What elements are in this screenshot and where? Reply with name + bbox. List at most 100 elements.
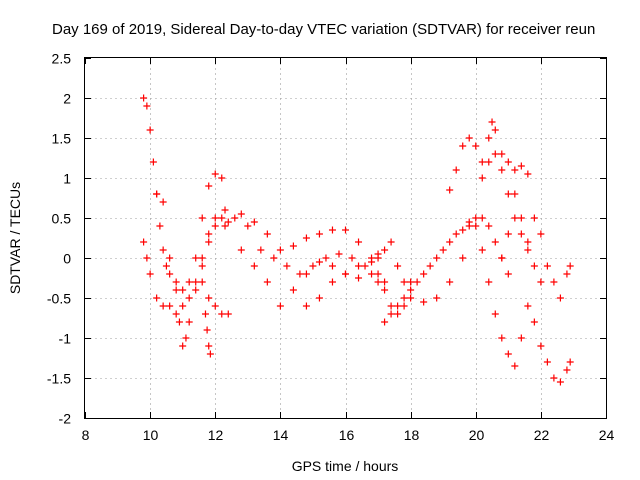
data-point (328, 262, 336, 270)
data-point (198, 214, 206, 222)
data-point (485, 222, 493, 230)
data-point (156, 222, 164, 230)
data-point (556, 378, 564, 386)
data-point (530, 262, 538, 270)
y-tick-label: -1.5 (47, 371, 71, 387)
data-point (446, 278, 454, 286)
data-point (387, 238, 395, 246)
data-point (472, 214, 480, 222)
data-point (472, 142, 480, 150)
data-point (270, 254, 278, 262)
data-point (381, 318, 389, 326)
data-point (387, 310, 395, 318)
data-point (407, 278, 415, 286)
series-track-k (381, 214, 480, 326)
data-point (172, 310, 180, 318)
data-point (530, 214, 538, 222)
x-tick-label: 10 (143, 427, 159, 443)
data-point (517, 230, 525, 238)
data-point (224, 310, 232, 318)
data-point (179, 302, 187, 310)
x-tick-label: 20 (469, 427, 485, 443)
data-point (322, 254, 330, 262)
data-point (413, 278, 421, 286)
data-point (146, 270, 154, 278)
data-point (179, 342, 187, 350)
data-point (140, 238, 148, 246)
data-point (485, 278, 493, 286)
data-point (446, 186, 454, 194)
data-point (315, 230, 323, 238)
data-point (289, 286, 297, 294)
data-point (452, 166, 460, 174)
data-point (420, 298, 428, 306)
data-point (374, 278, 382, 286)
data-point (400, 278, 408, 286)
data-point (211, 222, 219, 230)
data-point (504, 190, 512, 198)
data-point (543, 262, 551, 270)
series-track-l (381, 214, 512, 294)
data-point (439, 246, 447, 254)
data-point (244, 222, 252, 230)
data-point (328, 278, 336, 286)
x-tick-label: 12 (208, 427, 224, 443)
series-track-b (140, 206, 229, 318)
data-point (192, 278, 200, 286)
data-point (381, 246, 389, 254)
data-point (433, 294, 441, 302)
data-point (524, 238, 532, 246)
data-point (153, 190, 161, 198)
data-point (491, 150, 499, 158)
data-point (140, 94, 148, 102)
data-point (550, 374, 558, 382)
data-point (289, 242, 297, 250)
data-point (218, 174, 226, 182)
data-point (537, 230, 545, 238)
data-point (355, 274, 363, 282)
data-point (221, 206, 229, 214)
series-track-c (153, 190, 232, 350)
data-point (198, 254, 206, 262)
data-point (159, 302, 167, 310)
data-point (162, 262, 170, 270)
data-point (491, 238, 499, 246)
data-point (452, 230, 460, 238)
data-point (420, 270, 428, 278)
data-point (524, 302, 532, 310)
x-tick-label: 24 (599, 427, 615, 443)
data-point (348, 254, 356, 262)
data-point (488, 118, 496, 126)
data-point (491, 310, 499, 318)
data-point (263, 230, 271, 238)
data-point (302, 302, 310, 310)
series-track-f (221, 214, 389, 286)
data-point (166, 302, 174, 310)
data-point (296, 270, 304, 278)
data-point (407, 286, 415, 294)
chart-title: Day 169 of 2019, Sidereal Day-to-day VTE… (52, 21, 595, 38)
data-point (459, 226, 467, 234)
data-point (478, 246, 486, 254)
data-point (276, 302, 284, 310)
data-point (426, 262, 434, 270)
data-point (179, 286, 187, 294)
data-point (511, 190, 519, 198)
data-point (394, 302, 402, 310)
data-point (498, 254, 506, 262)
data-point (400, 294, 408, 302)
data-point (511, 362, 519, 370)
y-tick-labels: -2 -1.5 -1 -0.5 0 0.5 1 1.5 2 2.5 (47, 51, 71, 427)
data-point (504, 270, 512, 278)
data-point (182, 334, 190, 342)
data-point (394, 310, 402, 318)
data-point (221, 222, 229, 230)
data-point (263, 278, 271, 286)
data-point (368, 270, 376, 278)
data-point (192, 254, 200, 262)
data-point (309, 262, 317, 270)
data-point (485, 134, 493, 142)
data-point (203, 326, 211, 334)
data-point (556, 294, 564, 302)
